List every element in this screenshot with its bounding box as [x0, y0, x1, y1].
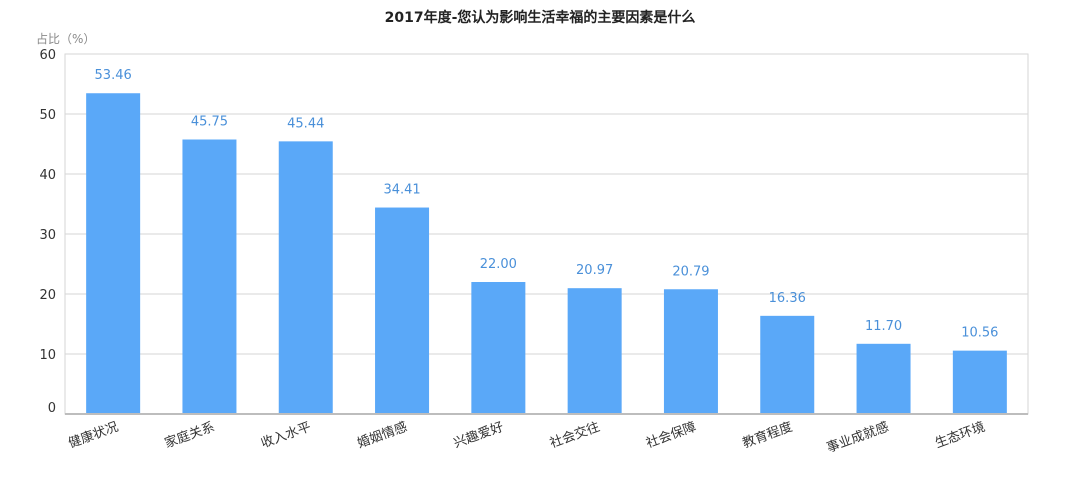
bar — [182, 139, 237, 414]
x-tick-label: 兴趣爱好 — [452, 420, 506, 452]
bar — [760, 315, 815, 414]
bar-value-label: 34.41 — [383, 183, 420, 198]
bar-value-label: 11.70 — [865, 319, 902, 334]
bar-value-label: 45.44 — [287, 116, 324, 131]
chart-title: 2017年度-您认为影响生活幸福的主要因素是什么 — [385, 9, 696, 26]
data-labels: 53.46 45.75 45.44 34.41 22.00 20.97 20.79 16.36… — [95, 68, 999, 340]
x-tick-label: 家庭关系 — [162, 419, 216, 452]
bar-value-label: 53.46 — [95, 68, 132, 83]
bar-value-label: 20.79 — [672, 264, 709, 279]
y-axis-unit-label: 占比（%） — [36, 31, 95, 46]
y-tick-label: 60 — [39, 48, 56, 63]
bar — [375, 207, 430, 414]
bar — [471, 282, 526, 414]
x-tick-label: 生态环境 — [933, 420, 987, 452]
x-tick-label: 收入水平 — [259, 420, 313, 452]
x-tick-label: 社会交往 — [548, 419, 602, 452]
x-tick-label: 社会保障 — [644, 419, 698, 452]
bar-value-label: 16.36 — [769, 291, 806, 306]
y-tick-label: 30 — [39, 228, 56, 243]
y-tick-label: 0 — [48, 401, 56, 416]
y-tick-label: 10 — [39, 348, 56, 363]
x-axis-ticks: 健康状况 家庭关系 收入水平 婚姻情感 兴趣爱好 社会交往 社会保障 教育程度 事业成就感 生态环… — [66, 419, 987, 456]
bar-value-label: 22.00 — [480, 257, 517, 272]
y-tick-label: 50 — [39, 108, 56, 123]
x-tick-label: 事业成就感 — [824, 419, 891, 456]
x-tick-label: 教育程度 — [740, 419, 794, 452]
bars — [86, 93, 1007, 415]
bar — [663, 289, 718, 414]
y-tick-label: 20 — [39, 288, 56, 303]
y-axis-ticks: 0 10 20 30 40 50 60 — [39, 48, 56, 416]
bar — [856, 343, 911, 414]
bar — [567, 288, 622, 414]
bar-value-label: 20.97 — [576, 263, 613, 278]
bar — [278, 141, 333, 415]
bar — [952, 350, 1007, 414]
bar-value-label: 10.56 — [961, 326, 998, 341]
y-tick-label: 40 — [39, 168, 56, 183]
x-tick-label: 健康状况 — [66, 419, 120, 452]
bar-value-label: 45.75 — [191, 115, 228, 130]
x-tick-label: 婚姻情感 — [355, 419, 409, 452]
bar — [86, 93, 141, 415]
